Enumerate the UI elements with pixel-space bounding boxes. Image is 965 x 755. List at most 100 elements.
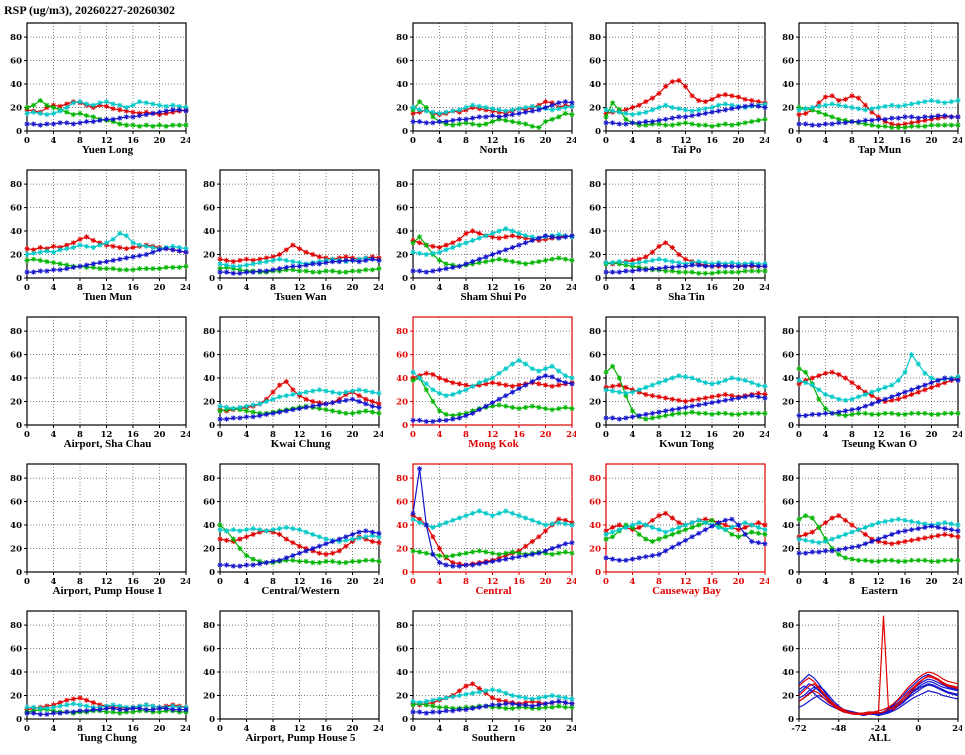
svg-text:12: 12	[680, 283, 692, 292]
chart-tung-chung: 0 20 40 60 80 0 4 8 12 16 20 24 Tung Chung	[2, 606, 193, 744]
chart-title-sham-shui-po: Sham Shui Po	[460, 291, 527, 303]
svg-text:20: 20	[396, 544, 408, 554]
svg-text:20: 20	[782, 103, 794, 113]
svg-text:24: 24	[180, 724, 190, 733]
svg-text:0: 0	[603, 430, 609, 439]
svg-text:16: 16	[513, 724, 525, 733]
svg-text:8: 8	[77, 724, 83, 733]
svg-text:24: 24	[759, 136, 769, 145]
svg-text:20: 20	[154, 577, 166, 586]
chart-canvas-north: 0 20 40 60 80 0 4 8 12 16 20 24	[396, 22, 576, 145]
svg-text:24: 24	[373, 577, 383, 586]
svg-text:20: 20	[10, 544, 22, 554]
svg-text:4: 4	[51, 136, 57, 145]
svg-text:80: 80	[203, 474, 215, 484]
empty-cell	[193, 18, 386, 165]
chart-title-north: North	[479, 144, 508, 156]
chart-grid: 0 20 40 60 80 0 4 8 12 16 20 24 Yuen Long 0 20 40 60 80…	[0, 18, 965, 753]
svg-text:20: 20	[782, 397, 794, 407]
svg-text:0: 0	[217, 577, 223, 586]
svg-text:0: 0	[595, 274, 601, 284]
svg-text:40: 40	[203, 374, 215, 384]
svg-text:8: 8	[77, 430, 83, 439]
chart-mong-kok: 0 20 40 60 80 0 4 8 12 16 20 24 Mong Kok	[388, 312, 579, 450]
svg-text:0: 0	[595, 421, 601, 431]
svg-text:80: 80	[589, 327, 601, 337]
svg-text:0: 0	[796, 136, 802, 145]
svg-text:24: 24	[373, 430, 383, 439]
empty-cell	[579, 606, 772, 753]
svg-text:0: 0	[788, 421, 794, 431]
svg-text:24: 24	[566, 430, 576, 439]
svg-text:4: 4	[437, 724, 443, 733]
chart-title-airport-pump-house-5: Airport, Pump House 5	[245, 732, 356, 744]
svg-text:60: 60	[782, 497, 794, 507]
svg-text:40: 40	[203, 521, 215, 531]
chart-airport-pump-house-1: 0 20 40 60 80 0 4 8 12 16 20 24 Airport, Pump House…	[2, 459, 193, 597]
svg-text:20: 20	[347, 724, 359, 733]
svg-text:20: 20	[926, 577, 938, 586]
svg-text:0: 0	[209, 274, 215, 284]
chart-tai-po: 0 20 40 60 80 0 4 8 12 16 20 24 Tai Po	[581, 18, 772, 156]
chart-title-yuen-long: Yuen Long	[81, 144, 134, 156]
chart-canvas-kwun-tong: 0 20 40 60 80 0 4 8 12 16 20 24	[589, 316, 769, 439]
svg-text:0: 0	[595, 568, 601, 578]
chart-canvas-central-western: 0 20 40 60 80 0 4 8 12 16 20 24	[203, 463, 383, 586]
chart-tsuen-wan: 0 20 40 60 80 0 4 8 12 16 20 24 Tsuen Wan	[195, 165, 386, 303]
chart-sham-shui-po: 0 20 40 60 80 0 4 8 12 16 20 24 Sham Shui Po	[388, 165, 579, 303]
svg-text:80: 80	[203, 327, 215, 337]
svg-text:40: 40	[396, 668, 408, 678]
svg-text:20: 20	[733, 136, 745, 145]
svg-text:40: 40	[10, 227, 22, 237]
grid-cell: 0 20 40 60 80 0 4 8 12 16 20 24 Tsuen Wan	[193, 165, 386, 312]
chart-canvas-tung-chung: 0 20 40 60 80 0 4 8 12 16 20 24	[10, 610, 190, 733]
svg-text:16: 16	[320, 283, 332, 292]
svg-text:80: 80	[10, 327, 22, 337]
svg-text:60: 60	[396, 203, 408, 213]
chart-central: 0 20 40 60 80 0 4 8 12 16 20 24 Central	[388, 459, 579, 597]
svg-text:8: 8	[463, 430, 469, 439]
grid-cell: 0 20 40 60 80 0 4 8 12 16 20 24 Causeway Bay	[579, 459, 772, 606]
chart-title-kwun-tong: Kwun Tong	[659, 438, 714, 450]
grid-cell: 0 20 40 60 80 0 4 8 12 16 20 24 Sham Shui Po	[386, 165, 579, 312]
svg-text:60: 60	[396, 56, 408, 66]
svg-text:20: 20	[396, 250, 408, 260]
svg-text:0: 0	[915, 724, 921, 733]
svg-text:0: 0	[217, 724, 223, 733]
svg-text:20: 20	[540, 724, 552, 733]
svg-text:80: 80	[396, 327, 408, 337]
grid-cell: 0 20 40 60 80 0 4 8 12 16 20 24 Tap Mun	[772, 18, 965, 165]
svg-text:0: 0	[24, 724, 30, 733]
svg-text:20: 20	[589, 103, 601, 113]
chart-title-all: ALL	[868, 732, 891, 744]
svg-text:4: 4	[437, 430, 443, 439]
svg-text:20: 20	[782, 544, 794, 554]
svg-text:24: 24	[373, 283, 383, 292]
svg-text:20: 20	[540, 430, 552, 439]
svg-text:60: 60	[10, 203, 22, 213]
svg-text:0: 0	[16, 127, 22, 137]
svg-text:0: 0	[595, 127, 601, 137]
chart-central-western: 0 20 40 60 80 0 4 8 12 16 20 24 Central/Western	[195, 459, 386, 597]
svg-text:12: 12	[680, 430, 692, 439]
svg-text:60: 60	[782, 56, 794, 66]
svg-text:4: 4	[244, 283, 250, 292]
svg-text:0: 0	[209, 715, 215, 725]
svg-text:0: 0	[24, 577, 30, 586]
svg-text:20: 20	[589, 544, 601, 554]
svg-text:20: 20	[540, 136, 552, 145]
svg-text:80: 80	[589, 33, 601, 43]
chart-canvas-airport-pump-house-1: 0 20 40 60 80 0 4 8 12 16 20 24	[10, 463, 190, 586]
svg-text:16: 16	[127, 724, 139, 733]
svg-text:24: 24	[180, 283, 190, 292]
svg-text:4: 4	[244, 577, 250, 586]
svg-text:0: 0	[603, 577, 609, 586]
svg-text:20: 20	[733, 577, 745, 586]
svg-text:12: 12	[487, 430, 499, 439]
chart-canvas-central: 0 20 40 60 80 0 4 8 12 16 20 24	[396, 463, 576, 586]
chart-canvas-southern: 0 20 40 60 80 0 4 8 12 16 20 24	[396, 610, 576, 733]
svg-text:4: 4	[823, 136, 829, 145]
svg-text:20: 20	[10, 691, 22, 701]
chart-canvas-tseung-kwan-o: 0 20 40 60 80 0 4 8 12 16 20 24	[782, 316, 962, 439]
svg-text:0: 0	[402, 715, 408, 725]
